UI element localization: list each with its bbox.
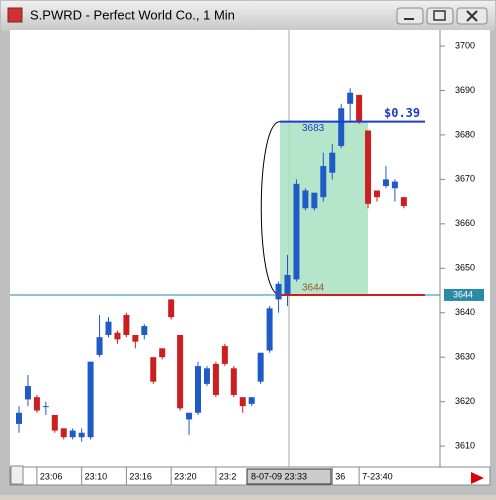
- candle-body: [257, 352, 264, 382]
- y-tick-label: 3660: [455, 218, 475, 228]
- candle-body: [69, 430, 76, 438]
- measure-change-label: $0.39: [384, 106, 420, 120]
- minimize-button[interactable]: [396, 7, 424, 25]
- candle-body: [356, 94, 363, 122]
- candle-body: [400, 197, 407, 207]
- close-icon: [466, 10, 478, 22]
- candle-body: [365, 130, 372, 204]
- measure-low-label: 3644: [302, 283, 325, 294]
- candle-body: [221, 346, 228, 364]
- y-tick-label: 3610: [455, 440, 475, 450]
- crosshair-box: [246, 468, 332, 485]
- candle-body: [105, 321, 112, 335]
- measure-box: [280, 121, 368, 295]
- measure-arc: [260, 121, 281, 296]
- candle-body: [141, 326, 148, 335]
- last-price-label: 3644: [453, 289, 473, 299]
- candle-body: [284, 274, 291, 295]
- candle-body: [78, 432, 85, 438]
- candle-body: [293, 183, 300, 280]
- price-axis: [440, 30, 490, 467]
- y-tick-label: 3670: [455, 174, 475, 184]
- candle-body: [87, 361, 94, 438]
- y-tick-label: 3700: [455, 40, 475, 50]
- app-icon: [7, 7, 23, 23]
- x-tick-label: 23:2: [219, 471, 237, 481]
- measure-high-label: 3683: [302, 123, 325, 134]
- candle-body: [159, 348, 166, 358]
- y-tick-label: 3620: [455, 396, 475, 406]
- candle-body: [230, 368, 237, 395]
- candle-body: [239, 397, 246, 407]
- y-tick-label: 3640: [455, 307, 475, 317]
- candle-body: [177, 334, 184, 409]
- candle-body: [51, 414, 58, 431]
- candle-body: [132, 334, 139, 342]
- candle-body: [382, 179, 389, 187]
- candle-body: [266, 308, 273, 351]
- last-price-box: [444, 288, 484, 301]
- x-tick-label: 36: [335, 471, 345, 481]
- y-tick-label: 3690: [455, 85, 475, 95]
- candle-body: [123, 314, 130, 335]
- x-tick-label: 23:16: [129, 471, 152, 481]
- maximize-icon: [433, 10, 446, 21]
- candle-body: [203, 368, 210, 384]
- window-title: S.PWRD - Perfect World Co., 1 Min: [30, 7, 235, 22]
- candle-body: [24, 386, 31, 400]
- candle-body: [195, 366, 201, 413]
- candle-body: [150, 357, 157, 382]
- candle-body: [168, 299, 175, 318]
- y-tick-label: 3650: [455, 263, 475, 273]
- x-tick-label: 7-23:40: [362, 471, 393, 481]
- x-tick-label: 23:10: [85, 471, 108, 481]
- candle-body: [329, 152, 336, 173]
- candle-body: [320, 166, 327, 198]
- candle-body: [311, 192, 318, 209]
- candle-body: [186, 412, 193, 420]
- plot-area: [10, 30, 440, 467]
- candle-body: [374, 190, 380, 198]
- candle-body: [302, 190, 309, 209]
- candle-body: [96, 337, 103, 355]
- candle-body: [347, 92, 354, 104]
- x-tick-label: 23:06: [40, 471, 63, 481]
- candle-body: [248, 397, 255, 404]
- candle-body: [33, 397, 40, 411]
- y-tick-label: 3630: [455, 352, 475, 362]
- x-tick-label: 23:20: [174, 471, 197, 481]
- candle-body: [275, 283, 282, 300]
- y-tick-label: 3680: [455, 129, 475, 139]
- candle-body: [114, 332, 121, 340]
- candle-body: [391, 181, 398, 189]
- candle-body: [16, 412, 22, 424]
- candle-body: [212, 363, 219, 395]
- candle-body: [60, 428, 67, 438]
- scroll-box[interactable]: [10, 465, 24, 485]
- candle-body: [338, 108, 345, 147]
- crosshair-label: 8-07-09 23:33: [251, 471, 307, 481]
- candle-body: [42, 406, 49, 408]
- scroll-arrow[interactable]: [471, 472, 484, 484]
